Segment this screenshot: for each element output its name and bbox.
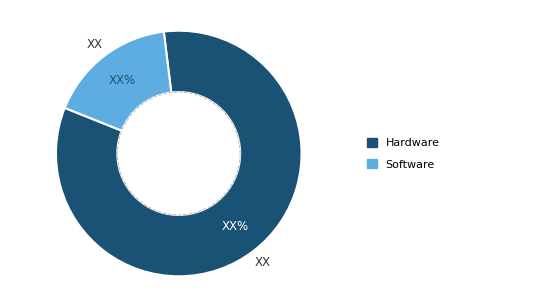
Legend: Hardware, Software: Hardware, Software: [367, 138, 439, 169]
Text: XX%: XX%: [222, 220, 249, 233]
Wedge shape: [65, 32, 171, 131]
Text: XX: XX: [255, 256, 271, 269]
Text: XX: XX: [87, 38, 103, 51]
Wedge shape: [56, 31, 301, 276]
Text: XX%: XX%: [109, 74, 136, 87]
